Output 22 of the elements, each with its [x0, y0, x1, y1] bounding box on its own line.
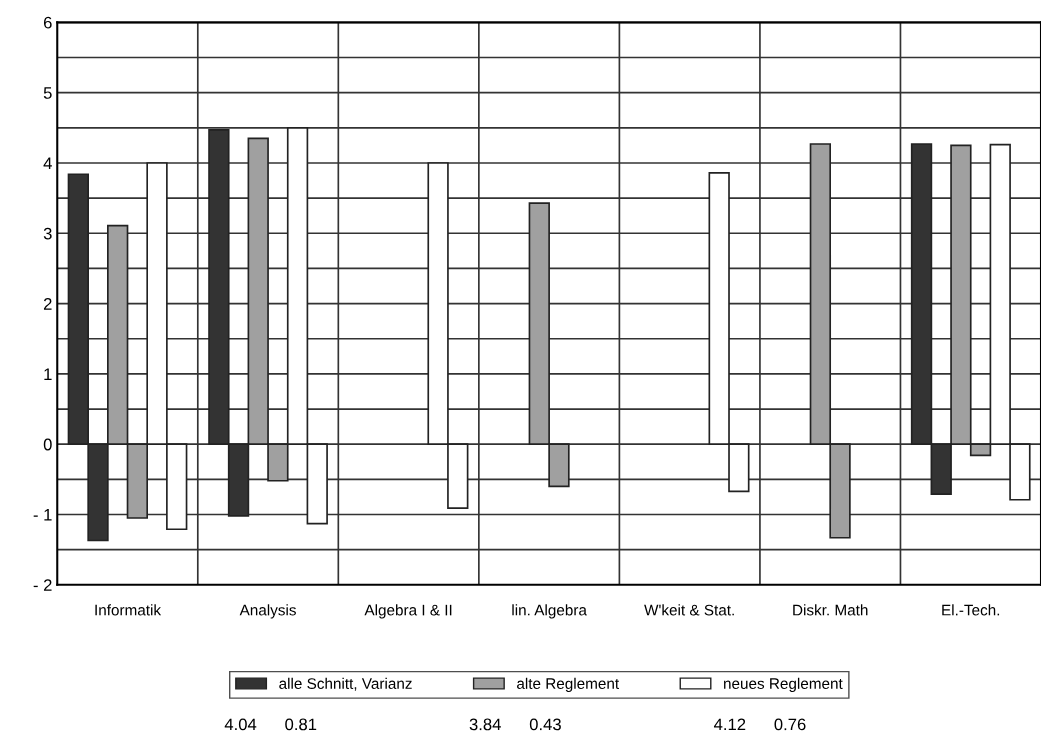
x-tick-label: Analysis	[239, 604, 296, 619]
legend-label: alle Schnitt, Varianz	[279, 677, 412, 691]
y-tick-label: - 2	[33, 579, 52, 591]
legend-label: neues Reglement	[724, 677, 843, 693]
x-tick-label: W'keit & Stat.	[644, 604, 734, 616]
y-tick-label: 3	[43, 227, 52, 240]
x-tick-label: lin. Algebra	[512, 604, 587, 619]
text: 3.84 0.43	[469, 718, 561, 731]
x-tick-label: Algebra I & II	[364, 604, 452, 619]
x-tick-label: El.-Tech.	[942, 604, 1000, 616]
y-tick-label: 4	[43, 157, 52, 170]
legend-label: alte Reglement	[517, 677, 620, 693]
y-tick-label: - 1	[33, 509, 52, 521]
y-tick-label: 5	[43, 87, 52, 99]
x-tick-label: Diskr. Math	[793, 604, 868, 616]
y-tick-label: 0	[43, 438, 52, 451]
y-tick-label: 1	[44, 368, 52, 380]
text: 4.12 0.76	[713, 718, 806, 731]
y-tick-label: 6	[43, 16, 52, 29]
y-tick-label: 2	[43, 297, 52, 310]
x-tick-label: Informatik	[95, 604, 162, 616]
text: 4.04 0.81	[224, 718, 317, 731]
